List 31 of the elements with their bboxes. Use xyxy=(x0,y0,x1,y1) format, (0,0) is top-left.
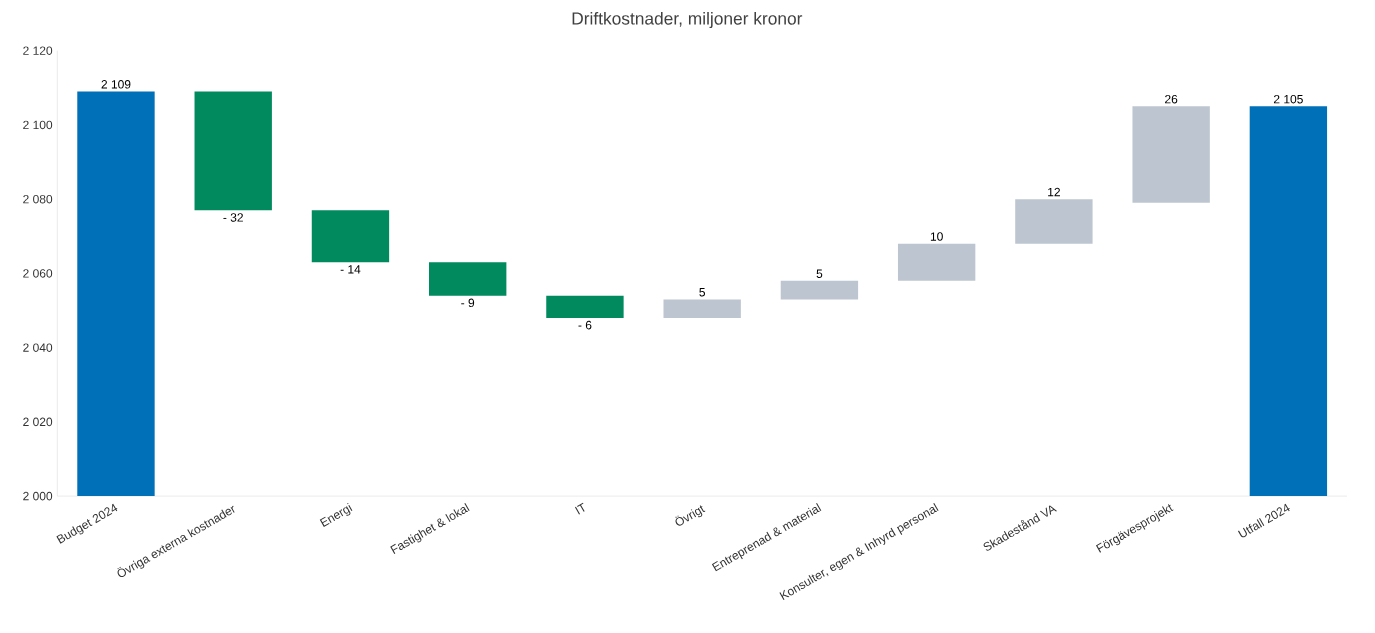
y-tick-label: 2 060 xyxy=(23,268,53,278)
y-tick-label: 2 020 xyxy=(23,417,53,426)
data-label: - 14 xyxy=(340,264,361,274)
y-tick-label: 2 100 xyxy=(23,120,53,129)
bar xyxy=(429,262,507,296)
data-label: 5 xyxy=(816,269,823,278)
data-label: 2 105 xyxy=(1273,94,1303,104)
data-label: 5 xyxy=(699,287,706,297)
bar xyxy=(663,299,741,318)
y-tick-label: 2 040 xyxy=(23,343,53,352)
bar xyxy=(897,243,976,281)
data-label: 26 xyxy=(1165,94,1178,104)
bar xyxy=(1249,106,1328,496)
chart-title: Driftkostnader, miljoner kronor xyxy=(572,11,803,28)
data-label: 2 109 xyxy=(101,79,131,89)
x-tick-label: IT xyxy=(574,502,585,515)
y-tick-label: 2 000 xyxy=(23,491,53,501)
data-label: - 6 xyxy=(578,320,592,330)
bar xyxy=(311,210,390,263)
data-label: - 32 xyxy=(223,212,243,222)
bar xyxy=(780,280,859,300)
y-tick-label: 2 120 xyxy=(23,46,53,55)
bar xyxy=(546,295,624,318)
data-label: 10 xyxy=(930,232,943,241)
bar xyxy=(1132,106,1210,203)
bar xyxy=(194,91,272,211)
bar xyxy=(1015,198,1093,244)
data-label: - 9 xyxy=(461,298,475,307)
data-label: 12 xyxy=(1048,187,1060,196)
bar xyxy=(77,91,155,496)
y-tick-label: 2 080 xyxy=(23,194,53,204)
